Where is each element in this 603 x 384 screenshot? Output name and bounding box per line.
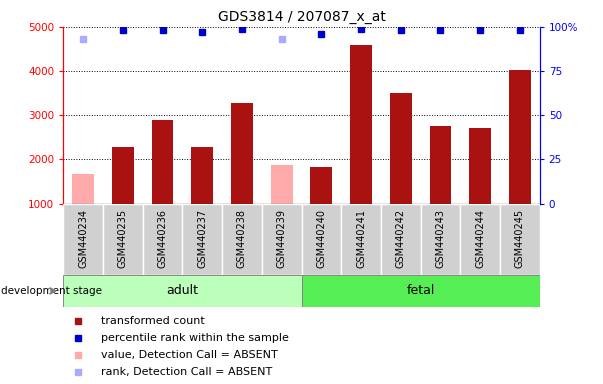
Text: percentile rank within the sample: percentile rank within the sample — [101, 333, 289, 343]
Bar — [469, 128, 491, 204]
Bar — [151, 120, 174, 204]
Text: rank, Detection Call = ABSENT: rank, Detection Call = ABSENT — [101, 367, 273, 377]
Bar — [421, 204, 460, 275]
Bar — [262, 204, 302, 275]
Bar — [509, 70, 531, 204]
Bar — [302, 275, 540, 307]
Bar — [231, 103, 253, 204]
Text: value, Detection Call = ABSENT: value, Detection Call = ABSENT — [101, 350, 278, 360]
Bar — [381, 204, 421, 275]
Bar — [311, 167, 332, 204]
Bar — [103, 204, 143, 275]
Text: GSM440241: GSM440241 — [356, 209, 366, 268]
Text: GSM440240: GSM440240 — [317, 209, 326, 268]
Bar — [191, 147, 213, 204]
Bar — [63, 275, 302, 307]
Text: adult: adult — [166, 285, 198, 297]
Text: GSM440238: GSM440238 — [237, 209, 247, 268]
Bar — [390, 93, 412, 204]
Text: transformed count: transformed count — [101, 316, 205, 326]
Text: GSM440237: GSM440237 — [197, 209, 207, 268]
Text: GSM440242: GSM440242 — [396, 209, 406, 268]
Bar — [143, 204, 183, 275]
Text: GSM440239: GSM440239 — [277, 209, 286, 268]
Text: development stage: development stage — [1, 286, 102, 296]
Bar — [112, 147, 134, 204]
Text: fetal: fetal — [406, 285, 435, 297]
Bar — [350, 45, 372, 204]
Bar — [500, 204, 540, 275]
Bar — [182, 204, 222, 275]
Bar — [460, 204, 500, 275]
Bar — [302, 204, 341, 275]
Bar — [341, 204, 381, 275]
Text: GSM440244: GSM440244 — [475, 209, 485, 268]
Bar — [429, 126, 452, 204]
Bar — [63, 204, 103, 275]
Text: GSM440234: GSM440234 — [78, 209, 88, 268]
Text: GSM440235: GSM440235 — [118, 209, 128, 268]
Text: GSM440245: GSM440245 — [515, 209, 525, 268]
Text: GSM440236: GSM440236 — [157, 209, 168, 268]
Bar — [271, 165, 292, 204]
Text: GSM440243: GSM440243 — [435, 209, 446, 268]
Bar — [72, 174, 94, 204]
Bar — [222, 204, 262, 275]
Title: GDS3814 / 207087_x_at: GDS3814 / 207087_x_at — [218, 10, 385, 25]
